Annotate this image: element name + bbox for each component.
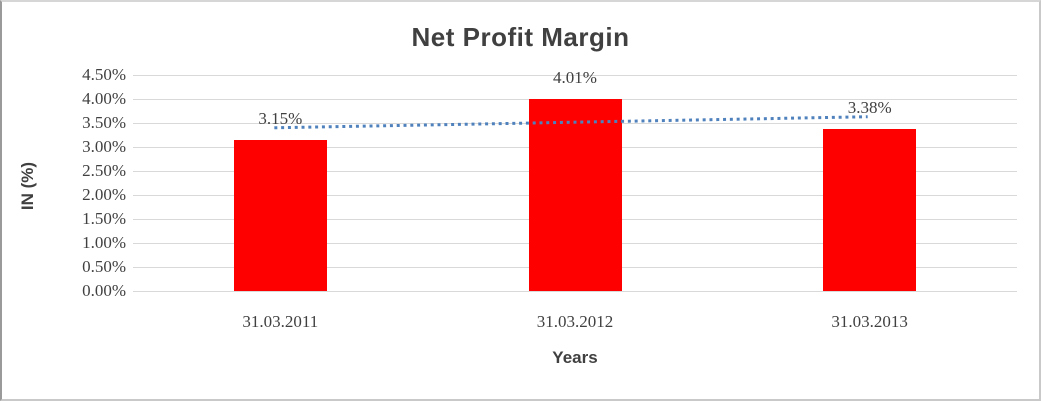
bar-31.03.2011 [233,139,327,291]
gridline [133,74,1017,76]
bar-31.03.2012 [528,98,622,291]
y-axis-tick-label: 4.50% [82,65,126,84]
y-axis-tick-label: 4.00% [82,89,126,108]
bar-31.03.2013 [823,128,917,291]
data-label: 4.01% [553,67,597,87]
x-axis-tick-label: 31.03.2011 [242,312,319,331]
x-axis-tick-label: 31.03.2013 [831,312,908,331]
y-axis-tick-label: 0.00% [82,281,126,300]
y-axis-tick-label: 0.50% [82,257,126,276]
y-axis-tick-label: 1.00% [82,233,126,252]
chart-title: Net Profit Margin [411,22,630,52]
y-axis-tick-label: 2.00% [82,185,126,204]
y-axis-tick-label: 3.00% [82,137,126,156]
y-axis-tick-label: 2.50% [82,161,126,180]
data-label: 3.38% [847,97,892,117]
x-axis-title: Years [552,348,598,367]
y-axis-title: IN (%) [18,161,37,211]
x-axis-tick-label: 31.03.2012 [536,312,614,331]
data-label: 3.15% [258,108,303,128]
gridline [133,290,1017,292]
y-axis-tick-label: 1.50% [82,209,126,228]
y-axis-tick-label: 3.50% [82,113,126,132]
